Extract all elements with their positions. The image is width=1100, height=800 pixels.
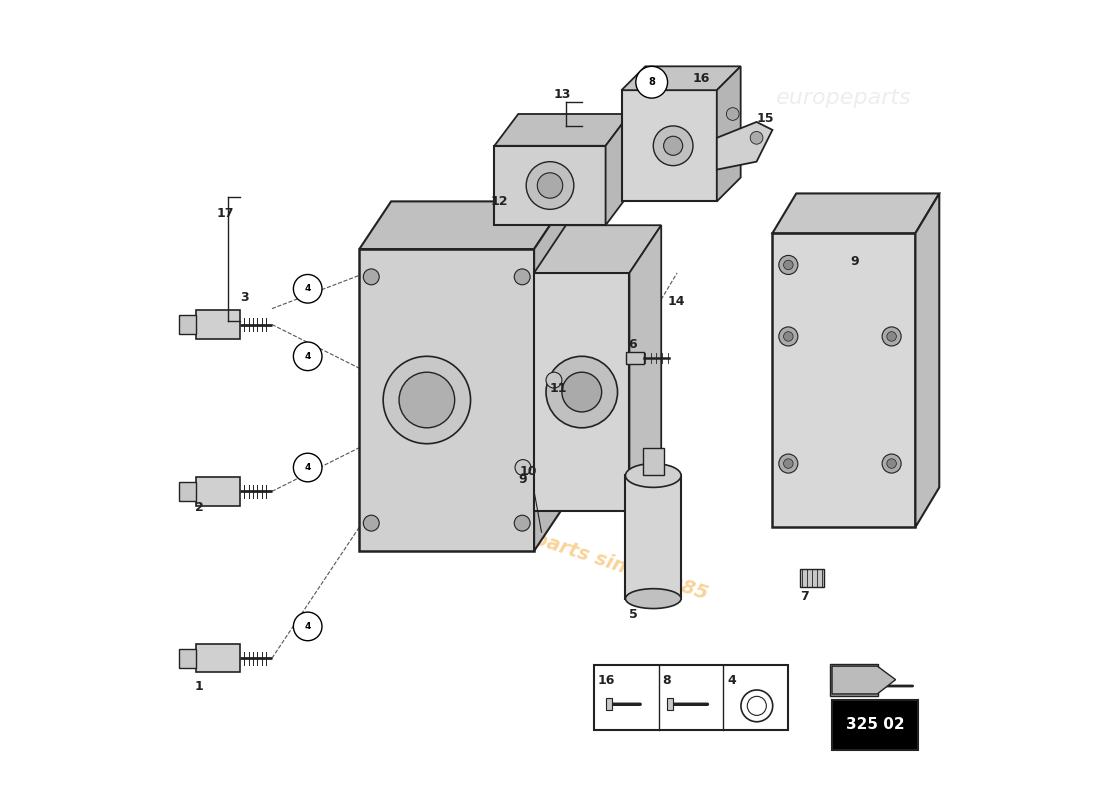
Text: europeparts: europeparts — [777, 88, 912, 108]
Text: 12: 12 — [491, 195, 508, 208]
Circle shape — [294, 274, 322, 303]
Circle shape — [747, 696, 767, 715]
Circle shape — [294, 612, 322, 641]
Text: 14: 14 — [668, 294, 685, 308]
Polygon shape — [621, 66, 740, 90]
Polygon shape — [832, 666, 895, 694]
Polygon shape — [717, 66, 740, 202]
Text: 16: 16 — [693, 72, 711, 86]
Text: a passion for parts since 1985: a passion for parts since 1985 — [389, 482, 711, 603]
Circle shape — [636, 66, 668, 98]
Text: 3: 3 — [240, 290, 249, 304]
Circle shape — [741, 690, 772, 722]
Polygon shape — [772, 194, 939, 233]
Text: 16: 16 — [597, 674, 615, 687]
Circle shape — [783, 260, 793, 270]
Circle shape — [750, 131, 763, 144]
Bar — [179, 315, 197, 334]
Bar — [494, 146, 606, 226]
Text: 17: 17 — [217, 207, 234, 220]
Circle shape — [887, 458, 896, 468]
Circle shape — [363, 269, 379, 285]
Bar — [626, 475, 681, 598]
Circle shape — [515, 459, 531, 475]
Bar — [197, 477, 240, 506]
Text: 10: 10 — [520, 466, 537, 478]
Text: 9: 9 — [850, 255, 859, 268]
Text: 1: 1 — [195, 680, 204, 693]
Circle shape — [783, 332, 793, 342]
Polygon shape — [494, 114, 629, 146]
Text: 4: 4 — [305, 463, 311, 472]
Bar — [179, 482, 197, 501]
Circle shape — [515, 269, 530, 285]
Circle shape — [294, 342, 322, 370]
Circle shape — [537, 173, 563, 198]
Text: 8: 8 — [641, 72, 650, 86]
Circle shape — [515, 515, 530, 531]
Circle shape — [363, 515, 379, 531]
Circle shape — [653, 126, 693, 166]
Bar — [535, 273, 629, 511]
Circle shape — [294, 454, 322, 482]
Text: 7: 7 — [801, 590, 808, 603]
Circle shape — [779, 327, 798, 346]
Bar — [830, 664, 878, 695]
Circle shape — [783, 458, 793, 468]
Circle shape — [546, 372, 562, 388]
Text: 5: 5 — [629, 609, 638, 622]
Bar — [179, 649, 197, 668]
Text: 4: 4 — [305, 284, 311, 294]
Bar — [197, 644, 240, 673]
Bar — [642, 448, 663, 475]
Bar — [626, 351, 644, 364]
Text: 8: 8 — [662, 674, 671, 687]
Polygon shape — [629, 226, 661, 511]
Bar — [360, 249, 535, 551]
Circle shape — [726, 108, 739, 120]
Text: 4: 4 — [305, 622, 311, 631]
Polygon shape — [606, 114, 629, 226]
Bar — [197, 310, 240, 339]
Bar — [832, 700, 917, 750]
Text: 4: 4 — [305, 352, 311, 361]
Text: 11: 11 — [550, 382, 568, 395]
Polygon shape — [717, 122, 772, 170]
Text: 6: 6 — [628, 338, 637, 351]
Polygon shape — [915, 194, 939, 527]
Circle shape — [887, 332, 896, 342]
Circle shape — [779, 454, 798, 473]
Polygon shape — [535, 202, 565, 551]
Circle shape — [562, 372, 602, 412]
Ellipse shape — [626, 463, 681, 487]
Bar — [801, 570, 824, 586]
Circle shape — [882, 454, 901, 473]
Circle shape — [779, 255, 798, 274]
Circle shape — [526, 162, 574, 210]
Circle shape — [663, 136, 683, 155]
Circle shape — [546, 356, 617, 428]
Bar — [594, 665, 789, 730]
Text: 15: 15 — [757, 112, 774, 125]
Bar — [667, 698, 673, 710]
Circle shape — [383, 356, 471, 444]
Text: 13: 13 — [554, 88, 571, 101]
Polygon shape — [535, 226, 661, 273]
Bar — [606, 698, 612, 710]
Circle shape — [399, 372, 454, 428]
Text: 2: 2 — [195, 502, 204, 514]
Ellipse shape — [626, 589, 681, 609]
Text: 8: 8 — [648, 78, 656, 87]
Polygon shape — [360, 202, 565, 249]
Text: 325 02: 325 02 — [846, 718, 904, 733]
Circle shape — [882, 327, 901, 346]
Text: 9: 9 — [518, 474, 527, 486]
Text: 4: 4 — [727, 674, 736, 687]
Bar — [621, 90, 717, 202]
Bar — [772, 233, 915, 527]
